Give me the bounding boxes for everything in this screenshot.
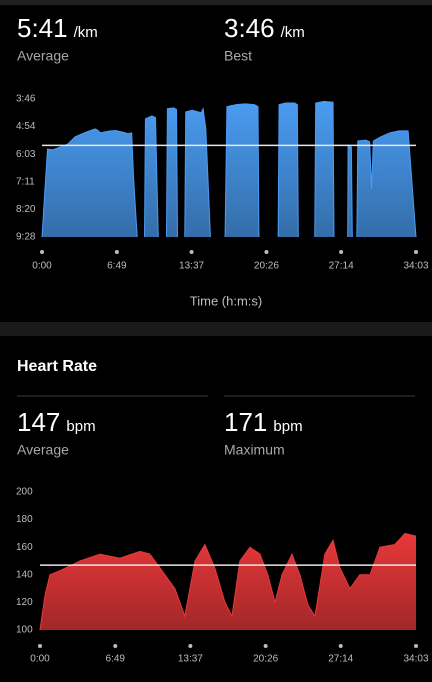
x-tick-dot — [263, 644, 268, 648]
x-tick-dot — [339, 250, 344, 254]
stat-value: 171 — [224, 407, 267, 437]
y-tick-label: 100 — [16, 625, 33, 636]
x-tick-label: 6:49 — [107, 261, 127, 272]
x-tick-label: 27:14 — [328, 654, 353, 665]
y-tick-label: 7:11 — [16, 176, 35, 187]
x-tick-dot — [189, 250, 194, 254]
stat-label: Average — [17, 442, 69, 458]
x-tick-dot — [338, 644, 343, 648]
y-tick-label: 120 — [16, 597, 33, 608]
y-tick-label: 9:28 — [16, 232, 36, 243]
x-tick-dot — [38, 644, 42, 648]
y-tick-label: 4:54 — [16, 121, 36, 132]
x-tick-label: 34:03 — [403, 654, 428, 665]
y-tick-label: 200 — [16, 487, 33, 498]
x-tick-dot — [40, 250, 44, 254]
y-tick-label: 180 — [16, 514, 33, 525]
y-tick-label: 8:20 — [16, 204, 36, 215]
x-tick-label: 27:14 — [329, 261, 354, 272]
y-tick-label: 160 — [16, 542, 33, 553]
chart-title: Heart Rate — [17, 358, 97, 375]
stat-label: Average — [17, 48, 69, 64]
x-tick-dot — [414, 644, 418, 648]
stat-value: 3:46 — [224, 13, 275, 43]
section-separator — [0, 322, 432, 336]
x-tick-label: 34:03 — [403, 261, 428, 272]
stat-unit: bpm — [66, 418, 95, 435]
x-tick-label: 13:37 — [179, 261, 204, 272]
x-tick-label: 20:26 — [254, 261, 279, 272]
x-tick-label: 0:00 — [32, 261, 52, 272]
y-tick-label: 6:03 — [16, 149, 36, 160]
x-tick-label: 20:26 — [253, 654, 278, 665]
stat-label: Maximum — [224, 442, 285, 458]
stat-unit: /km — [74, 24, 98, 41]
series-line — [39, 532, 417, 631]
y-tick-label: 3:46 — [16, 94, 36, 105]
y-tick-label: 140 — [16, 569, 33, 580]
area-fill — [40, 533, 416, 630]
stat-value: 147 — [17, 407, 60, 437]
stat-unit: bpm — [273, 418, 302, 435]
top-strip — [0, 0, 432, 5]
stat-unit: /km — [281, 24, 305, 41]
x-tick-label: 0:00 — [30, 654, 50, 665]
x-tick-dot — [414, 250, 418, 254]
x-tick-dot — [188, 644, 193, 648]
x-axis-title: Time (h:m:s) — [190, 293, 262, 308]
x-tick-dot — [113, 644, 118, 648]
x-tick-dot — [114, 250, 119, 254]
stat-label: Best — [224, 48, 252, 64]
area-fill — [42, 101, 416, 237]
stat-value: 5:41 — [17, 13, 68, 43]
x-tick-label: 6:49 — [106, 654, 126, 665]
x-tick-label: 13:37 — [178, 654, 203, 665]
x-tick-dot — [264, 250, 269, 254]
